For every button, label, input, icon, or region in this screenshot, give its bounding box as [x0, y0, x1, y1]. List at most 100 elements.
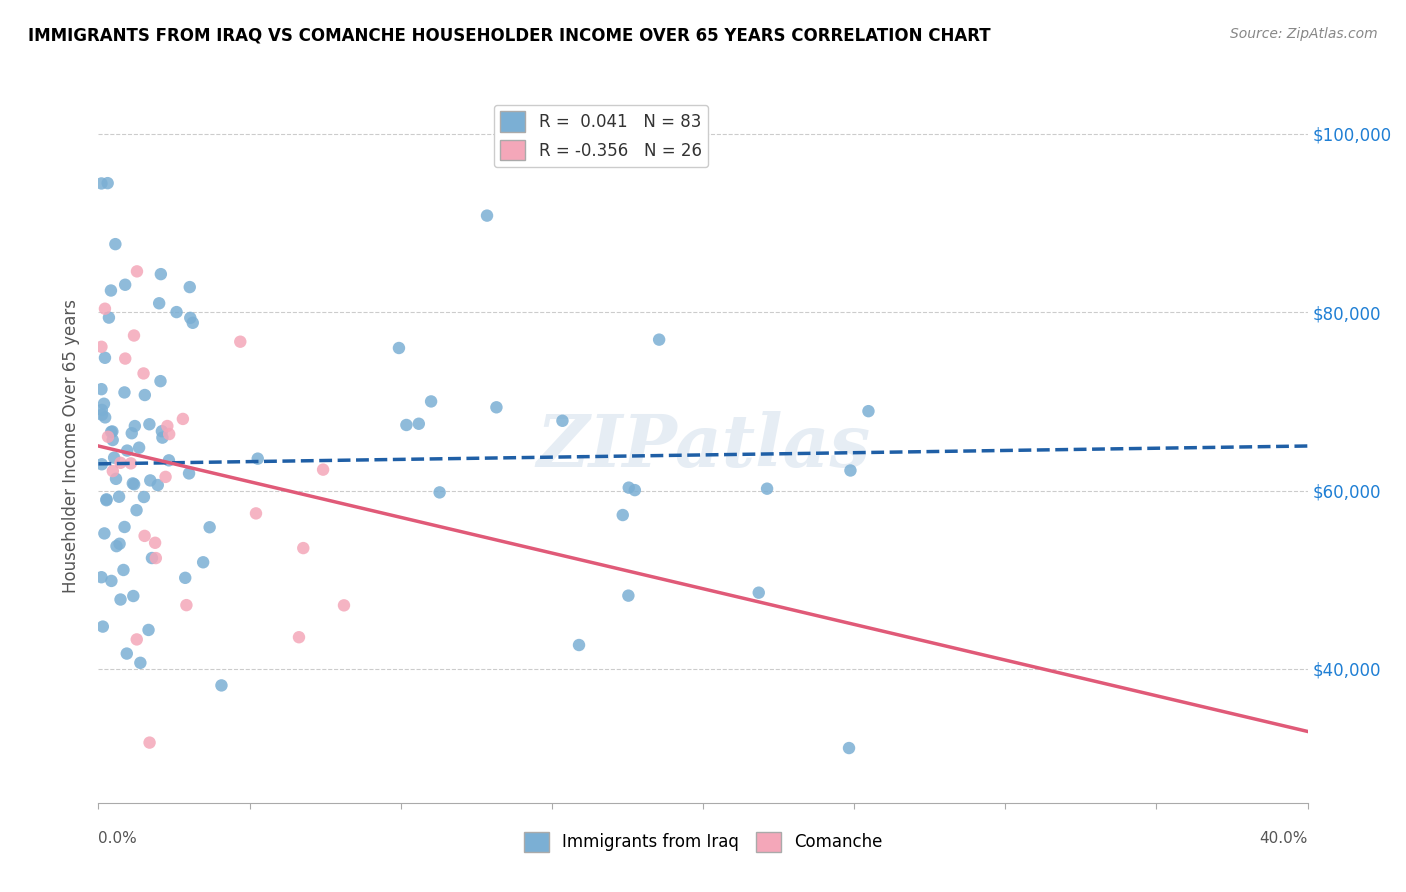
Point: [101, 464, 124, 478]
Point: [152, 431, 174, 445]
Text: 0.0%: 0.0%: [98, 831, 138, 847]
Point: [485, 401, 508, 415]
Point: [114, 277, 136, 292]
Point: [148, 296, 170, 310]
Text: Source: ZipAtlas.com: Source: ZipAtlas.com: [1230, 27, 1378, 41]
Point: [121, 476, 143, 491]
Point: [100, 574, 122, 588]
Point: [624, 483, 647, 497]
Point: [97, 310, 120, 325]
Text: ZIPatlas: ZIPatlas: [536, 410, 870, 482]
Point: [115, 647, 138, 661]
Point: [97, 176, 120, 190]
Point: [839, 463, 862, 477]
Point: [93, 397, 115, 411]
Point: [429, 485, 451, 500]
Point: [122, 328, 145, 343]
Point: [245, 507, 267, 521]
Point: [617, 481, 640, 495]
Text: IMMIGRANTS FROM IRAQ VS COMANCHE HOUSEHOLDER INCOME OVER 65 YEARS CORRELATION CH: IMMIGRANTS FROM IRAQ VS COMANCHE HOUSEHO…: [28, 27, 991, 45]
Point: [132, 367, 155, 381]
Point: [91, 408, 114, 422]
Point: [229, 334, 252, 349]
Point: [420, 394, 443, 409]
Point: [114, 520, 136, 534]
Point: [156, 419, 179, 434]
Point: [756, 482, 779, 496]
Point: [191, 555, 214, 569]
Point: [105, 472, 128, 486]
Point: [181, 316, 204, 330]
Point: [612, 508, 634, 522]
Point: [198, 520, 221, 534]
Point: [157, 453, 180, 467]
Point: [125, 632, 148, 647]
Point: [90, 382, 112, 396]
Point: [172, 412, 194, 426]
Point: [129, 656, 152, 670]
Point: [475, 209, 498, 223]
Point: [100, 425, 122, 439]
Point: [138, 417, 160, 432]
Point: [90, 570, 112, 584]
Point: [96, 493, 118, 508]
Point: [132, 490, 155, 504]
Point: [143, 535, 166, 549]
Point: [648, 333, 671, 347]
Point: [104, 237, 127, 252]
Point: [312, 462, 335, 476]
Point: [617, 589, 640, 603]
Point: [176, 598, 198, 612]
Point: [90, 177, 112, 191]
Legend: Immigrants from Iraq, Comanche: Immigrants from Iraq, Comanche: [517, 825, 889, 859]
Point: [110, 592, 132, 607]
Point: [246, 451, 269, 466]
Point: [150, 424, 173, 438]
Point: [333, 599, 356, 613]
Point: [120, 456, 142, 470]
Point: [138, 736, 160, 750]
Point: [122, 589, 145, 603]
Point: [141, 551, 163, 566]
Point: [94, 351, 117, 365]
Point: [94, 410, 117, 425]
Point: [146, 478, 169, 492]
Point: [838, 741, 860, 756]
Point: [122, 477, 145, 491]
Point: [166, 305, 188, 319]
Point: [149, 267, 172, 281]
Point: [134, 529, 156, 543]
Point: [408, 417, 430, 431]
Point: [149, 374, 172, 388]
Point: [138, 623, 160, 637]
Point: [90, 340, 112, 354]
Point: [125, 264, 148, 278]
Point: [748, 585, 770, 599]
Point: [108, 537, 131, 551]
Point: [97, 430, 120, 444]
Point: [112, 563, 135, 577]
Point: [174, 571, 197, 585]
Point: [91, 619, 114, 633]
Point: [103, 450, 125, 465]
Point: [125, 503, 148, 517]
Point: [155, 470, 177, 484]
Point: [94, 301, 117, 316]
Point: [114, 351, 136, 366]
Point: [858, 404, 880, 418]
Point: [145, 551, 167, 566]
Point: [128, 441, 150, 455]
Point: [551, 414, 574, 428]
Point: [139, 474, 162, 488]
Point: [90, 457, 112, 471]
Point: [124, 419, 146, 434]
Point: [90, 403, 112, 417]
Point: [292, 541, 315, 555]
Point: [179, 280, 201, 294]
Point: [568, 638, 591, 652]
Point: [211, 678, 233, 692]
Point: [115, 443, 138, 458]
Point: [110, 456, 132, 470]
Point: [157, 427, 180, 442]
Text: 40.0%: 40.0%: [1260, 831, 1308, 847]
